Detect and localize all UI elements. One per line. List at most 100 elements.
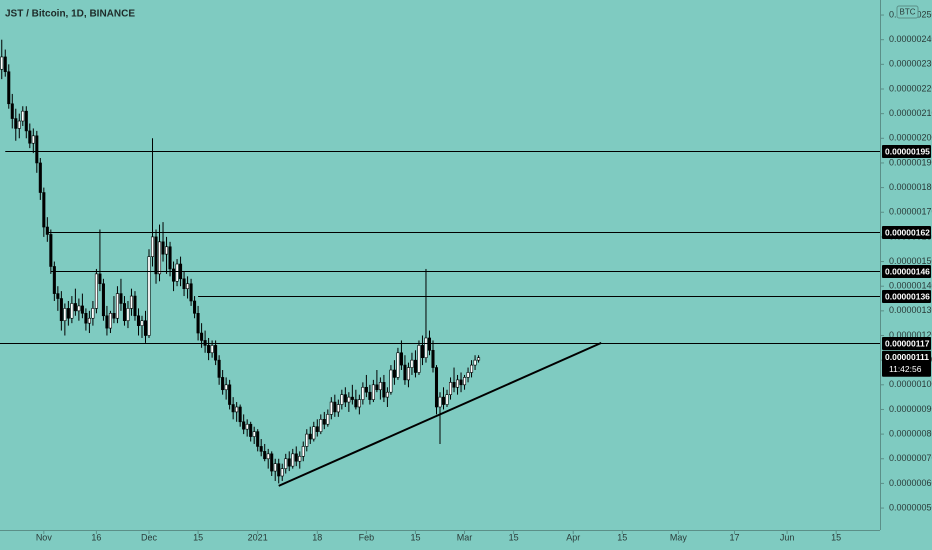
candle-body: [298, 455, 302, 462]
candle-body: [126, 308, 130, 322]
candle-body: [315, 426, 319, 432]
x-tick-label: 18: [312, 532, 322, 542]
candle-body: [143, 320, 148, 336]
candle-body: [150, 236, 155, 257]
x-tick-label: Feb: [359, 532, 375, 542]
candle-body: [403, 364, 407, 381]
candle-body: [287, 458, 291, 467]
candle-body: [175, 263, 179, 282]
candle-body: [470, 364, 474, 373]
price-label: 0.00000146: [885, 266, 930, 276]
candle-body: [182, 278, 186, 289]
x-tick-label: 15: [193, 532, 203, 542]
y-tick-label: 0.00000200: [889, 133, 932, 143]
candle-body: [445, 394, 449, 405]
x-tick-label: 17: [729, 532, 739, 542]
y-tick-label: 0.00000220: [889, 83, 932, 93]
x-tick-label: Dec: [141, 532, 158, 542]
candle-body: [105, 315, 109, 329]
candle-body: [17, 120, 21, 129]
candle-body: [200, 332, 204, 341]
candle-body: [112, 313, 116, 319]
candle-body: [214, 345, 218, 361]
price-label-box: [882, 290, 931, 303]
y-tick-label: 0.00000190: [889, 157, 932, 167]
price-label-box: [882, 226, 931, 239]
candle-body: [364, 386, 368, 393]
candle-body: [193, 300, 197, 314]
candle-body: [459, 379, 463, 386]
y-tick-label: 0.00000140: [889, 281, 932, 291]
candle-body: [392, 369, 396, 378]
candle-body: [84, 313, 88, 324]
candle-body: [210, 345, 214, 354]
candle-body: [101, 283, 105, 317]
candle-body: [256, 431, 260, 447]
candle-body: [291, 453, 295, 467]
candle-body: [308, 433, 312, 440]
y-tick-label: 0.00000060: [889, 478, 932, 488]
candle-body: [42, 192, 46, 228]
candle-body: [3, 56, 7, 73]
candle-body: [466, 372, 470, 378]
candle-body: [431, 349, 435, 368]
candle-body: [305, 433, 309, 447]
price-label: 0.00000162: [885, 227, 930, 237]
candle-body: [87, 317, 91, 324]
chart-title: JST / Bitcoin, 1D, BINANCE: [5, 9, 135, 20]
candle-body: [235, 406, 239, 413]
y-tick-label: 0.00000180: [889, 182, 932, 192]
candle-body: [473, 359, 477, 366]
candle-body: [340, 394, 344, 405]
candle-body: [140, 320, 144, 326]
candle-body: [294, 453, 298, 462]
y-tick-label: 0.00000090: [889, 404, 932, 414]
candle-body: [224, 384, 228, 391]
candle-body: [350, 396, 354, 400]
y-tick-label: 0.00000210: [889, 108, 932, 118]
x-tick-label: Apr: [566, 532, 580, 542]
trendline: [278, 341, 602, 487]
candle-body: [77, 305, 81, 312]
candle-body: [147, 256, 151, 336]
candle-body: [63, 308, 67, 322]
candle-body: [371, 384, 375, 400]
candle-body: [122, 303, 126, 322]
candle-body: [7, 71, 11, 105]
candle-body: [31, 135, 35, 144]
y-tick-label: 0.00000240: [889, 34, 932, 44]
x-tick-label: 16: [91, 532, 101, 542]
candle-body: [66, 308, 70, 319]
candle-body: [284, 458, 288, 469]
candle-body: [280, 468, 284, 477]
candle-body: [238, 406, 242, 423]
candle-body: [410, 359, 414, 368]
x-tick-label: 15: [509, 532, 519, 542]
y-tick-label: 0.00000070: [889, 453, 932, 463]
candle-body: [231, 404, 235, 413]
candle-body: [245, 423, 249, 430]
candle-body: [347, 396, 351, 403]
candle-body: [270, 453, 274, 472]
candle-body: [70, 303, 74, 319]
candle-body: [154, 236, 158, 275]
candle-body: [273, 463, 277, 472]
candle-body: [115, 293, 119, 319]
candle-body: [329, 401, 333, 415]
price-label-box: [882, 145, 931, 158]
candle-body: [38, 162, 42, 193]
y-tick-label: 0.00000230: [889, 59, 932, 69]
candle-body: [196, 313, 200, 334]
candle-body: [21, 110, 25, 122]
candle-body: [56, 293, 60, 299]
candle-body: [59, 298, 63, 322]
candle-body: [35, 135, 39, 164]
x-tick-label: Nov: [36, 532, 53, 542]
candle-body: [49, 234, 53, 267]
y-tick-label: 0.00000130: [889, 305, 932, 315]
candle-body: [378, 382, 382, 391]
candle-body: [228, 384, 232, 405]
candle-body: [424, 337, 428, 358]
x-tick-label: 2021: [248, 532, 268, 542]
